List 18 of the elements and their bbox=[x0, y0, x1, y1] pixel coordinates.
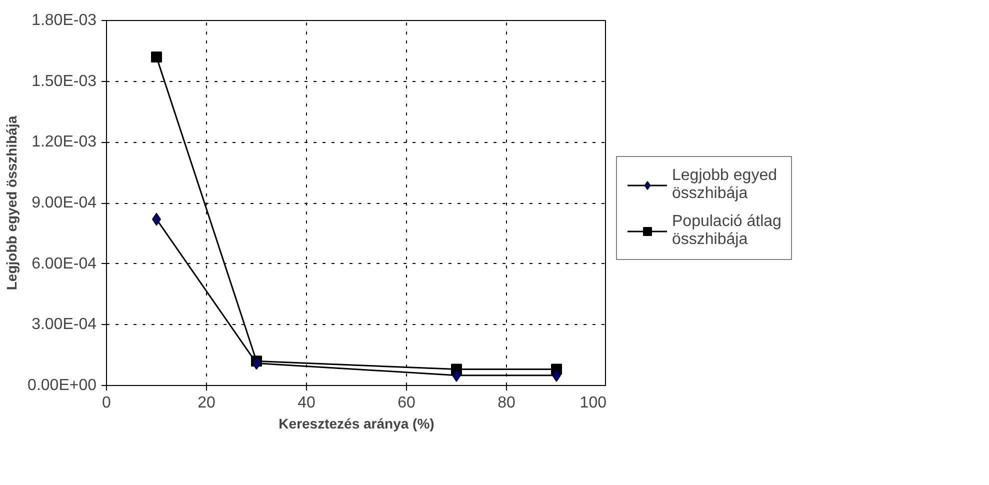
x-tick-label: 100 bbox=[580, 394, 607, 412]
y-tick-label: 9.00E-04 bbox=[32, 194, 97, 212]
x-tick-label: 0 bbox=[102, 394, 112, 412]
x-tick-label: 40 bbox=[298, 394, 316, 412]
y-axis-title: Legjobb egyed összhibája bbox=[4, 116, 20, 290]
y-tick-label: 1.80E-03 bbox=[32, 12, 97, 29]
x-tick-label: 60 bbox=[398, 394, 416, 412]
y-tick-label: 3.00E-04 bbox=[32, 316, 97, 334]
point bbox=[151, 52, 162, 62]
x-axis-title: Keresztezés aránya (%) bbox=[278, 416, 434, 432]
legend-label: Legjobb egyed összhibája bbox=[672, 167, 777, 203]
y-tick-label: 6.00E-04 bbox=[32, 255, 97, 272]
y-tick-label: 1.20E-03 bbox=[32, 134, 97, 151]
legend-label: Populació átlag összhibája bbox=[672, 213, 782, 249]
y-tick-label: 1.50E-03 bbox=[32, 72, 97, 90]
y-tick-label: 0.00E+00 bbox=[28, 377, 97, 394]
x-tick-label: 20 bbox=[198, 394, 216, 412]
x-tick-label: 80 bbox=[498, 394, 516, 412]
